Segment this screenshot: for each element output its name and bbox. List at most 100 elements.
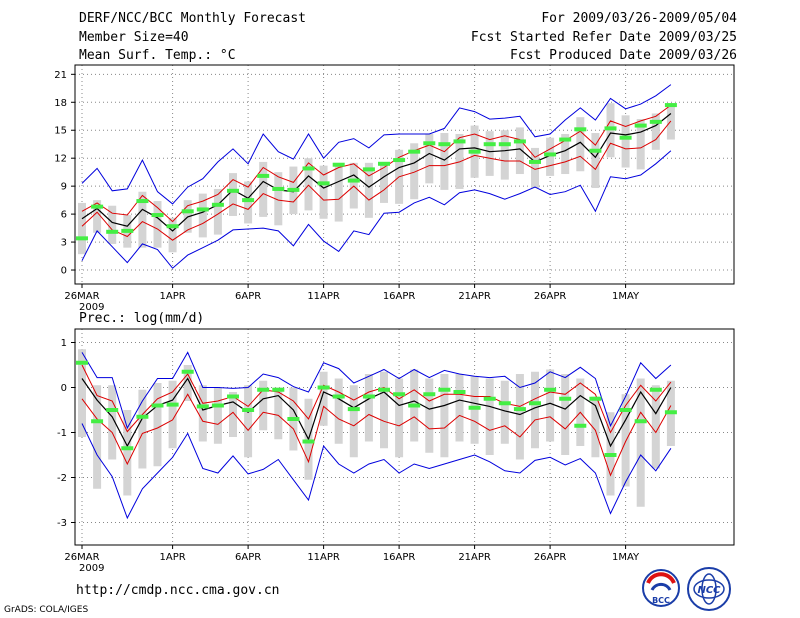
temperature-observed-marker [362, 167, 375, 172]
temperature-mean-line [81, 113, 672, 232]
temperature-observed-marker [91, 204, 104, 209]
precipitation-observed-marker [378, 387, 390, 392]
precipitation-observed-marker [408, 403, 421, 408]
temperature-member-bar [485, 131, 494, 176]
precipitation-xtick-label: 11APR [307, 552, 340, 563]
precipitation-observed-marker [498, 401, 511, 406]
precipitation-observed-marker [589, 396, 602, 401]
precipitation-observed-marker [257, 387, 270, 392]
precipitation-observed-marker [453, 390, 466, 394]
precipitation-member-bar [591, 396, 600, 458]
temperature-observed-marker [589, 148, 602, 153]
precipitation-ytick-label: 0 [61, 383, 67, 394]
temperature-observed-marker [483, 142, 496, 147]
precipitation-member-bar [425, 378, 434, 453]
temperature-member-bar [591, 133, 600, 189]
temperature-frame [74, 64, 735, 285]
precipitation-observed-marker [121, 446, 134, 451]
temperature-chart: 0 3 6 9 12 15 18 21 26MAR 1APR 6APR 11APR 16APR 21APR… [54, 64, 735, 313]
temperature-observed-marker [287, 187, 300, 192]
precipitation-observed-marker [544, 387, 557, 392]
temperature-ytick-label: 0 [61, 266, 67, 277]
forecast-period: For 2009/03/26-2009/05/04 [541, 11, 737, 26]
precipitation-xtick-label: 6APR [235, 552, 261, 563]
precipitation-observed-marker [211, 403, 224, 408]
temperature-observed-marker [166, 224, 179, 229]
precipitation-member-bar [153, 383, 162, 467]
temperature-observed-marker [423, 141, 436, 146]
temperature-member-bar [93, 200, 102, 233]
precipitation-max-line [81, 351, 672, 430]
temperature-observed-marker [242, 198, 255, 203]
precipitation-member-bar [168, 380, 177, 449]
precipitation-ytick-label: -1 [57, 428, 67, 439]
precipitation-observed-marker [468, 405, 481, 410]
temperature-observed-marker [544, 152, 557, 157]
temperature-observed-marker [664, 103, 677, 108]
precipitation-member-bar [515, 374, 524, 460]
precipitation-xtick-label: 21APR [458, 552, 491, 563]
precipitation-member-bar [93, 385, 102, 489]
precip-label: Prec.: log(mm/d) [79, 311, 205, 326]
precipitation-member-bar [229, 392, 237, 437]
member-size-label: Member Size=40 [79, 30, 189, 45]
temperature-observed-marker [378, 161, 390, 166]
precipitation-lower-band-line [81, 393, 672, 477]
temperature-member-bar [304, 158, 313, 211]
precipitation-observed-marker [393, 392, 406, 397]
precipitation-observed-marker [483, 396, 496, 401]
precipitation-observed-marker [302, 439, 315, 444]
temperature-member-bar [153, 201, 162, 248]
temperature-member-bar [78, 202, 86, 255]
temperature-observed-marker [393, 158, 406, 163]
precipitation-observed-marker [529, 401, 541, 406]
precipitation-member-bar [213, 387, 222, 444]
precipitation-member-bar [455, 374, 464, 442]
precipitation-member-bar [183, 365, 192, 401]
temperature-observed-marker [151, 213, 164, 218]
temperature-member-bar [138, 191, 147, 248]
source-url[interactable]: http://cmdp.ncc.cma.gov.cn [76, 583, 280, 598]
temperature-observed-marker [332, 162, 345, 167]
temperature-observed-marker [136, 199, 149, 204]
temperature-member-bar [410, 143, 419, 200]
temperature-ytick-label: 18 [54, 98, 67, 109]
precipitation-xtick-label: 16APR [383, 552, 416, 563]
temperature-observed-marker [121, 228, 134, 233]
temperature-xtick-label: 26MAR [64, 291, 99, 302]
temperature-member-bar [576, 117, 585, 172]
temperature-member-bar [546, 137, 555, 176]
temperature-observed-marker [106, 229, 119, 234]
precipitation-observed-marker [317, 385, 330, 390]
precipitation-observed-marker [423, 392, 436, 397]
temperature-member-bar [425, 133, 434, 184]
temperature-member-bar [531, 147, 539, 189]
temperature-member-bar [319, 165, 328, 219]
precipitation-member-bar [259, 380, 268, 431]
temperature-observed-marker [619, 135, 632, 140]
precipitation-member-bar [636, 378, 645, 507]
temperature-member-bar [515, 127, 524, 175]
temperature-ytick-label: 12 [54, 154, 67, 165]
precipitation-xtick-label: 1MAY [612, 552, 640, 563]
temperature-member-bar [561, 133, 570, 175]
precipitation-member-bar [334, 378, 343, 444]
precipitation-chart: -3 -2 -1 0 1 26MAR 1APR 6APR 11APR 16APR 21APR 26AP… [57, 328, 735, 574]
temperature-observed-marker [529, 159, 541, 164]
temperature-xtick-label: 6APR [235, 291, 261, 302]
temperature-member-bar [274, 172, 283, 226]
temperature-member-bar [440, 133, 449, 190]
precipitation-observed-marker [438, 387, 451, 392]
precipitation-member-bar [274, 387, 283, 440]
precipitation-member-bar [364, 374, 373, 442]
temperature-member-bar [198, 193, 207, 238]
temperature-max-line [81, 150, 672, 269]
temperature-observed-marker [453, 139, 466, 144]
precipitation-min-line [81, 423, 672, 520]
temperature-observed-marker [408, 149, 421, 154]
precipitation-member-bar [531, 371, 539, 449]
precipitation-observed-marker [619, 408, 632, 412]
precipitation-observed-marker [664, 410, 677, 415]
temperature-member-bar [259, 161, 268, 217]
